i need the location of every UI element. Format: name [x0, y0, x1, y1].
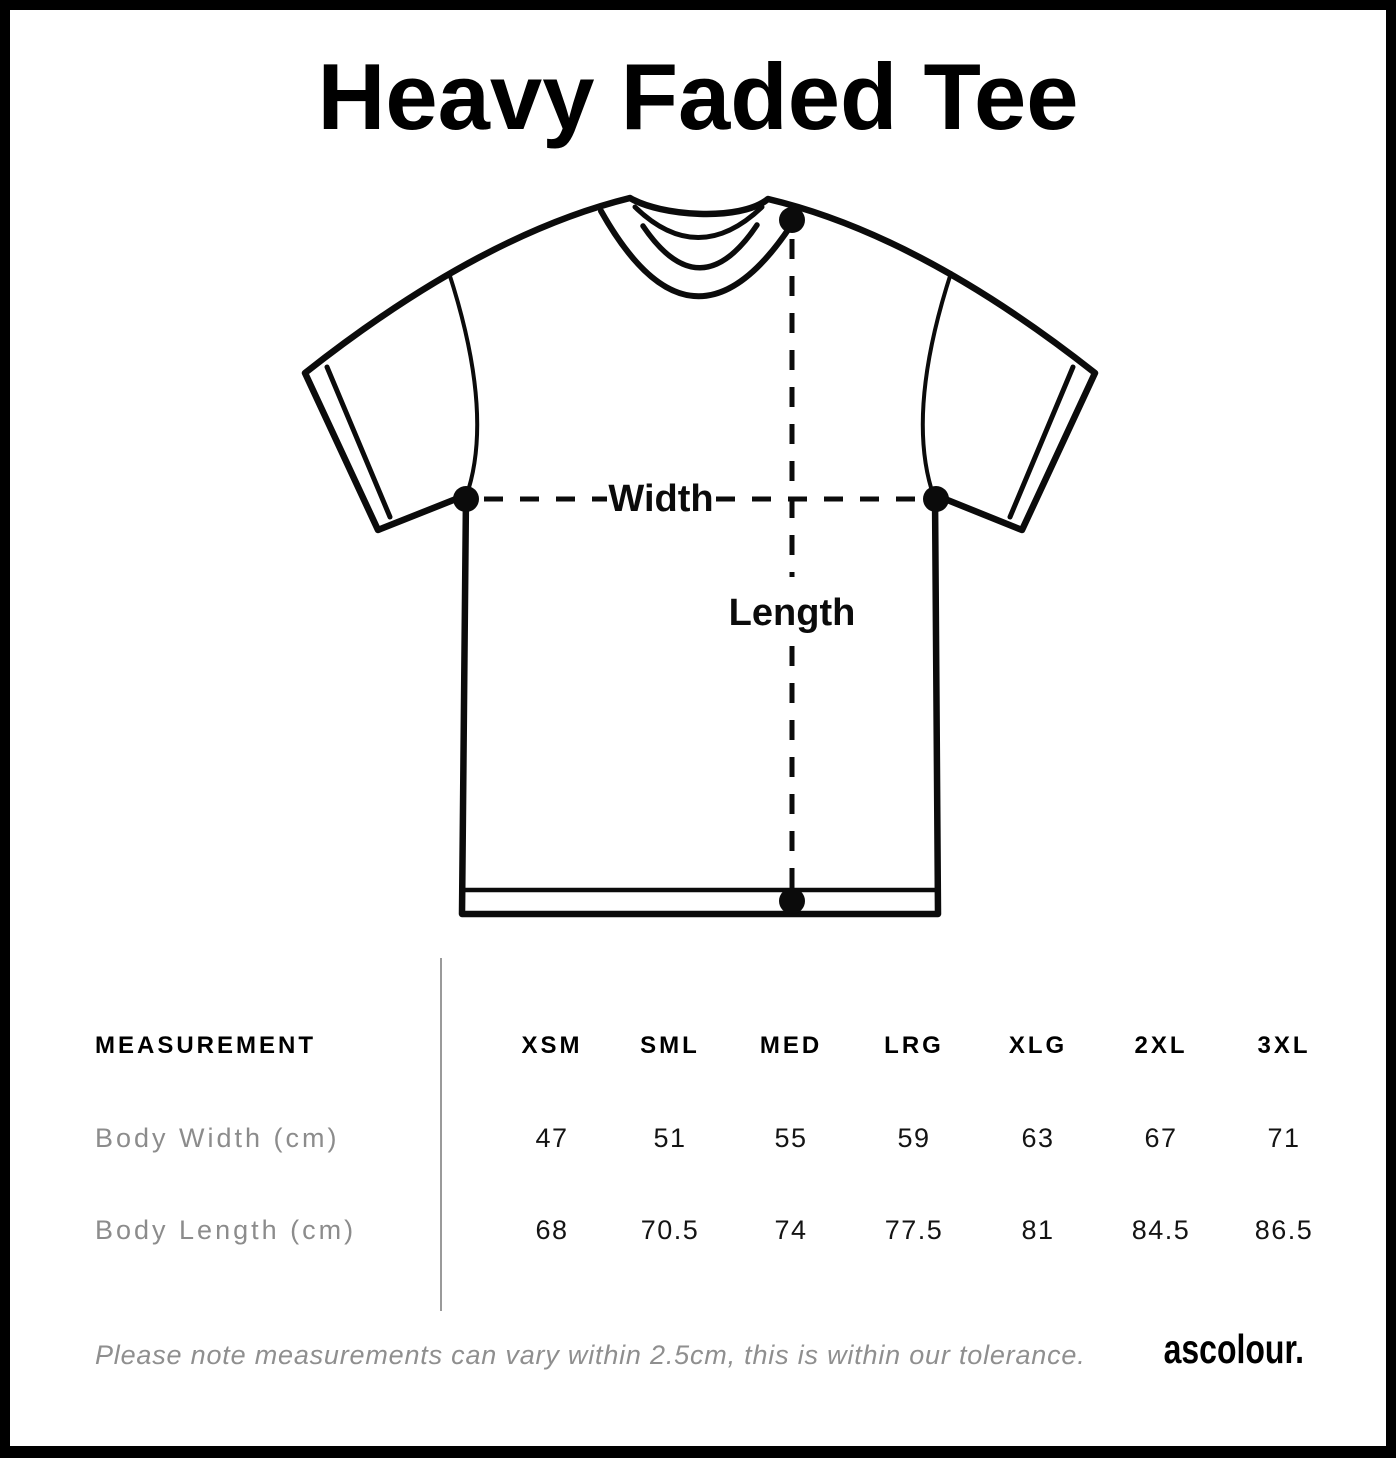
body-length-sml: 70.5 — [640, 1215, 700, 1245]
body-width-sml: 51 — [653, 1123, 687, 1153]
size-header-xlg: XLG — [1008, 1032, 1068, 1059]
tee-outline — [301, 194, 1099, 918]
right-underarm-dot — [923, 486, 949, 512]
body-length-2xl: 84.5 — [1131, 1215, 1191, 1245]
size-header-sml: SML — [640, 1032, 700, 1059]
page-title: Heavy Faded Tee — [317, 44, 1079, 149]
measurement-header: MEASUREMENT — [95, 1032, 317, 1059]
size-header-3xl: 3XL — [1257, 1032, 1311, 1059]
tolerance-note: Please note measurements can vary within… — [95, 1340, 1086, 1370]
body-width-xsm: 47 — [535, 1123, 569, 1153]
length-label: Length — [729, 592, 856, 634]
tee-diagram: Width Length — [301, 194, 1099, 918]
body-length-xlg: 81 — [1021, 1215, 1055, 1245]
table-divider — [440, 958, 442, 1311]
width-label: Width — [608, 478, 713, 520]
body-width-lrg: 59 — [897, 1123, 931, 1153]
right-armhole-seam — [920, 271, 953, 499]
body-length-xsm: 68 — [535, 1215, 569, 1245]
size-header-xsm: XSM — [521, 1032, 583, 1059]
ascolour-logo: ascolour. — [1163, 1326, 1304, 1372]
collar-outer-seam — [598, 208, 793, 299]
row-label-body-width: Body Width (cm) — [95, 1123, 340, 1153]
size-header-2xl: 2XL — [1134, 1032, 1188, 1059]
body-width-xlg: 63 — [1021, 1123, 1055, 1153]
body-length-med: 74 — [774, 1215, 808, 1245]
body-length-lrg: 77.5 — [884, 1215, 944, 1245]
left-underarm-dot — [453, 486, 479, 512]
body-width-med: 55 — [774, 1123, 808, 1153]
row-label-body-length: Body Length (cm) — [95, 1215, 357, 1245]
hem-point-dot — [779, 888, 805, 914]
right-cuff-seam — [1007, 364, 1076, 520]
body-width-2xl: 67 — [1144, 1123, 1178, 1153]
left-cuff-seam — [324, 364, 393, 520]
size-header-med: MED — [759, 1032, 823, 1059]
collar-inner-arc — [632, 204, 765, 240]
left-armhole-seam — [447, 271, 480, 499]
shoulder-point-dot — [779, 207, 805, 233]
body-length-3xl: 86.5 — [1254, 1215, 1314, 1245]
collar-middle-arc — [640, 222, 760, 271]
size-header-lrg: LRG — [884, 1032, 944, 1059]
body-width-3xl: 71 — [1267, 1123, 1301, 1153]
